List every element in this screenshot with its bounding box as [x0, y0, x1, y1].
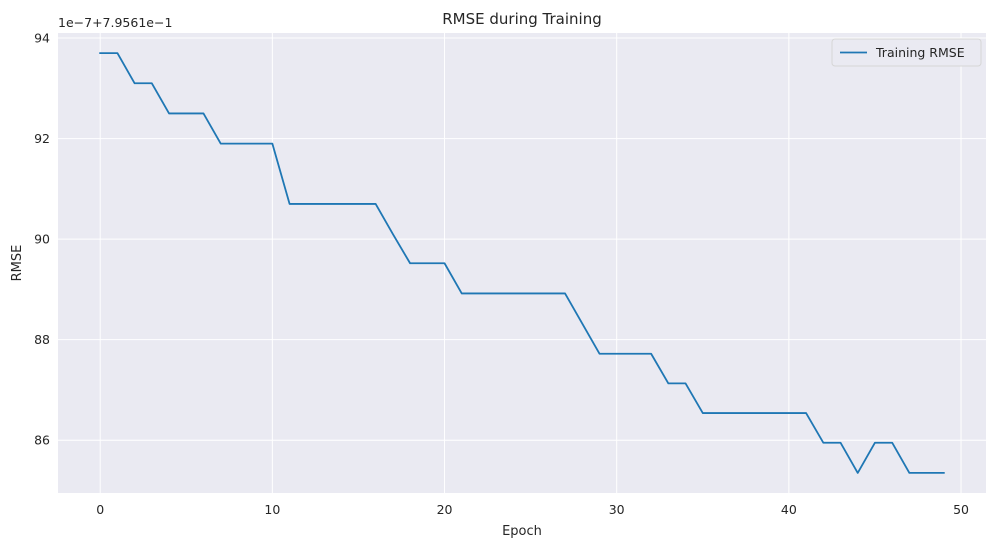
legend-box [831, 38, 982, 67]
y-axis-label: RMSE [10, 245, 25, 282]
chart-title: RMSE during Training [442, 10, 601, 28]
x-axis-ticks: 0 10 20 30 40 50 [96, 502, 969, 517]
y-axis-ticks: 86 88 90 92 94 [34, 31, 50, 448]
y-tick-label: 88 [34, 332, 50, 347]
plot-area [58, 33, 986, 493]
x-tick-label: 30 [609, 502, 625, 517]
legend: Training RMSE [831, 38, 982, 67]
x-axis-label: Epoch [502, 524, 542, 539]
y-tick-label: 92 [34, 131, 50, 146]
y-tick-label: 86 [34, 433, 50, 448]
series-layer [99, 52, 945, 474]
x-tick-label: 50 [953, 502, 969, 517]
legend-label-training-rmse: Training RMSE [875, 45, 965, 60]
y-tick-label: 90 [34, 232, 50, 247]
y-axis-offset-label: 1e−7+7.9561e−1 [58, 15, 172, 30]
series-line-training-rmse [99, 52, 945, 474]
x-tick-label: 10 [264, 502, 280, 517]
x-tick-label: 0 [96, 502, 104, 517]
y-tick-label: 94 [34, 31, 50, 46]
x-tick-label: 20 [437, 502, 453, 517]
x-tick-label: 40 [781, 502, 797, 517]
